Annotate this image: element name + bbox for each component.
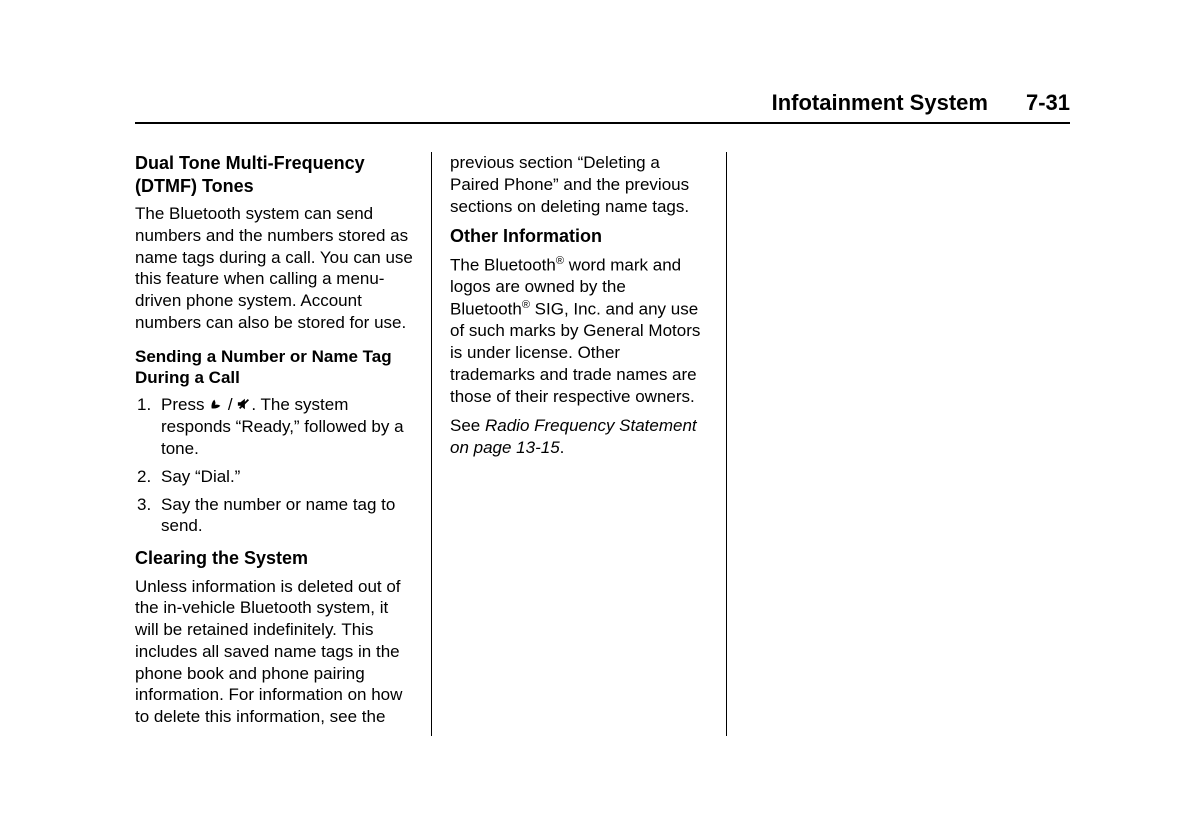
list-item: 1. Press / . The system responds “Ready,… [135, 394, 413, 460]
list-item: 3. Say the number or name tag to send. [135, 494, 413, 538]
step-text: Say the number or name tag to send. [161, 494, 413, 538]
header-title: Infotainment System [772, 90, 988, 116]
header-page-number: 7-31 [1026, 90, 1070, 116]
heading-dtmf: Dual Tone Multi-Frequency (DTMF) Tones [135, 152, 413, 197]
page-header: Infotainment System 7-31 [135, 90, 1070, 124]
step-number: 1. [135, 394, 161, 460]
see-pre: See [450, 416, 485, 435]
column-3 [727, 152, 1023, 736]
see-post: . [560, 438, 565, 457]
para-see-reference: See Radio Frequency Statement on page 13… [450, 415, 708, 459]
step1-pre: Press [161, 395, 209, 414]
step-number: 3. [135, 494, 161, 538]
para-trademark: The Bluetooth® word mark and logos are o… [450, 254, 708, 408]
column-1: Dual Tone Multi-Frequency (DTMF) Tones T… [135, 152, 431, 736]
tm-a: The Bluetooth [450, 255, 556, 274]
step-text: Press / . The system responds “Ready,” f… [161, 394, 413, 460]
para-clearing: Unless information is deleted out of the… [135, 576, 413, 728]
para-dtmf-intro: The Bluetooth system can send numbers an… [135, 203, 413, 334]
heading-sending: Sending a Number or Name Tag During a Ca… [135, 346, 413, 389]
slash: / [223, 395, 237, 414]
heading-clearing: Clearing the System [135, 547, 413, 570]
mute-icon [237, 395, 251, 417]
text-columns: Dual Tone Multi-Frequency (DTMF) Tones T… [135, 152, 1070, 736]
list-item: 2. Say “Dial.” [135, 466, 413, 488]
para-continued: previous section “Deleting a Paired Phon… [450, 152, 708, 217]
column-2: previous section “Deleting a Paired Phon… [431, 152, 727, 736]
registered-icon: ® [556, 255, 564, 267]
registered-icon: ® [522, 299, 530, 311]
steps-list: 1. Press / . The system responds “Ready,… [135, 394, 413, 537]
heading-other-info: Other Information [450, 225, 708, 248]
see-link: Radio Frequency Statement on page 13-15 [450, 416, 697, 457]
step-text: Say “Dial.” [161, 466, 413, 488]
page-content: Infotainment System 7-31 Dual Tone Multi… [135, 90, 1070, 736]
voice-icon [209, 395, 223, 417]
step-number: 2. [135, 466, 161, 488]
